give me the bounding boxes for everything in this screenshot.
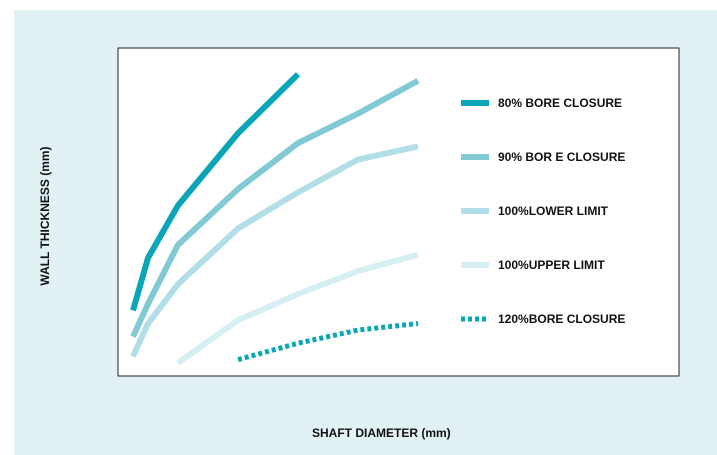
series-line-5 — [237, 321, 419, 363]
legend-label-3: 100%LOWER LIMIT — [498, 204, 609, 218]
series-line-3 — [130, 143, 419, 358]
legend-label-5: 120%BORE CLOSURE — [498, 312, 625, 326]
x-axis-label: SHAFT DIAMETER (mm) — [312, 426, 451, 440]
legend-label-4: 100%UPPER LIMIT — [498, 258, 605, 272]
legend-label-1: 80% BORE CLOSURE — [498, 96, 622, 110]
series-line-4 — [176, 251, 419, 366]
series-layer — [130, 72, 420, 366]
series-line-2 — [130, 78, 420, 338]
series-line-1 — [130, 72, 301, 312]
legend: 80% BORE CLOSURE 90% BOR E CLOSURE 100%LOW… — [461, 96, 625, 326]
legend-label-2: 90% BOR E CLOSURE — [498, 150, 625, 164]
y-axis-label: WALL THICKNESS (mm) — [38, 146, 52, 286]
